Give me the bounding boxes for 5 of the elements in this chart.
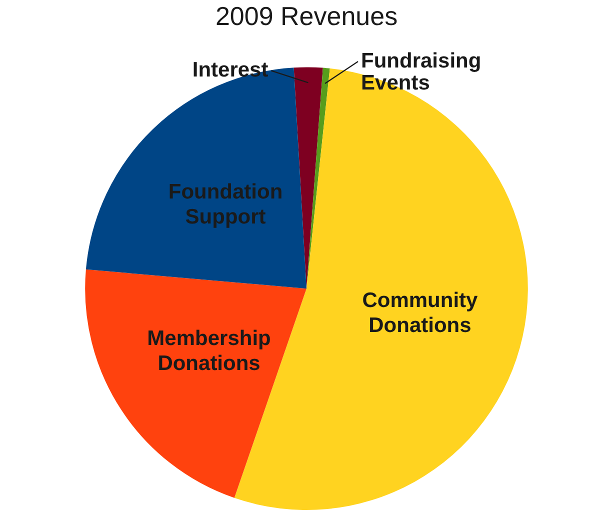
slice-label: Interest (192, 58, 268, 82)
slice-label: Membership Donations (147, 327, 271, 376)
slice-label: Community Donations (362, 289, 478, 338)
slice-label: Foundation Support (168, 180, 283, 229)
chart-title: 2009 Revenues (215, 0, 398, 31)
